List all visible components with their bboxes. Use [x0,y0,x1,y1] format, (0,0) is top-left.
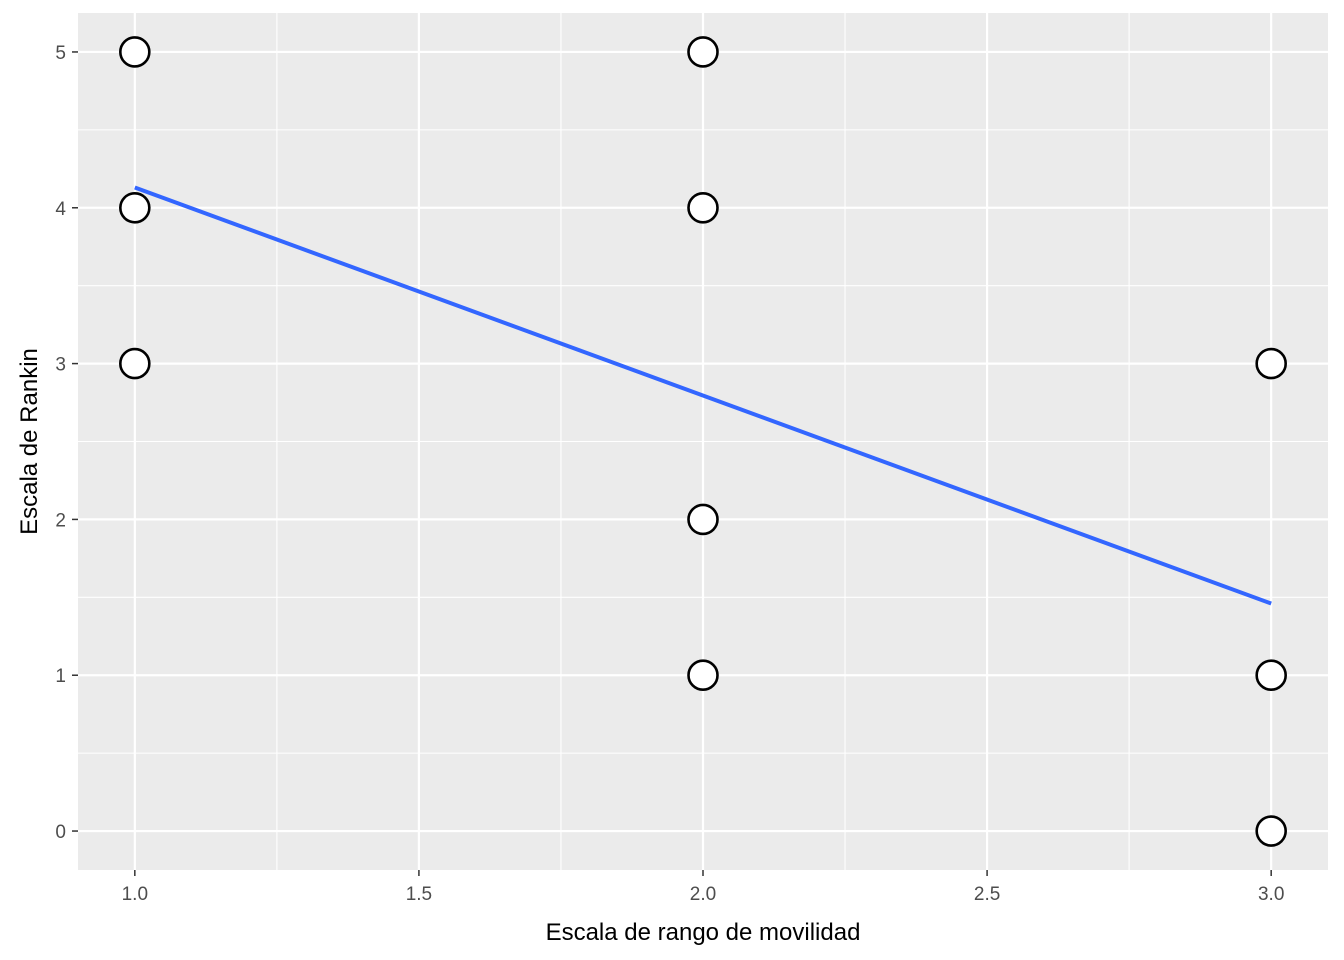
y-tick-label: 3 [55,355,66,376]
trend-line [134,185,1272,606]
data-point [119,191,151,224]
data-point [1255,659,1287,692]
y-tick-label: 5 [55,43,66,64]
major-gridlines [78,13,1328,870]
y-tick-label: 1 [55,666,66,687]
x-axis-ticks: 1.0 1.5 2.0 2.5 3.0 [122,870,1284,905]
data-point [687,191,719,224]
data-point [687,503,719,536]
x-axis-title: Escala de rango de movilidad [546,919,861,946]
y-axis-ticks: 0 1 2 3 4 5 [55,43,78,843]
x-tick-label: 2.5 [974,884,1000,905]
y-tick-label: 4 [55,199,66,220]
y-axis-title: Escala de Rankin [16,348,43,535]
x-tick-label: 2.0 [690,884,716,905]
data-point [687,36,719,68]
data-point [1255,815,1287,847]
data-point [687,659,719,692]
trend-line-group [134,185,1272,606]
data-point [119,36,151,68]
y-tick-label: 0 [55,822,66,843]
data-point [119,347,151,380]
data-points [119,36,1287,847]
x-tick-label: 3.0 [1258,884,1284,905]
data-point [1255,347,1287,380]
x-tick-label: 1.0 [122,884,148,905]
x-tick-label: 1.5 [406,884,432,905]
y-tick-label: 2 [55,510,66,531]
